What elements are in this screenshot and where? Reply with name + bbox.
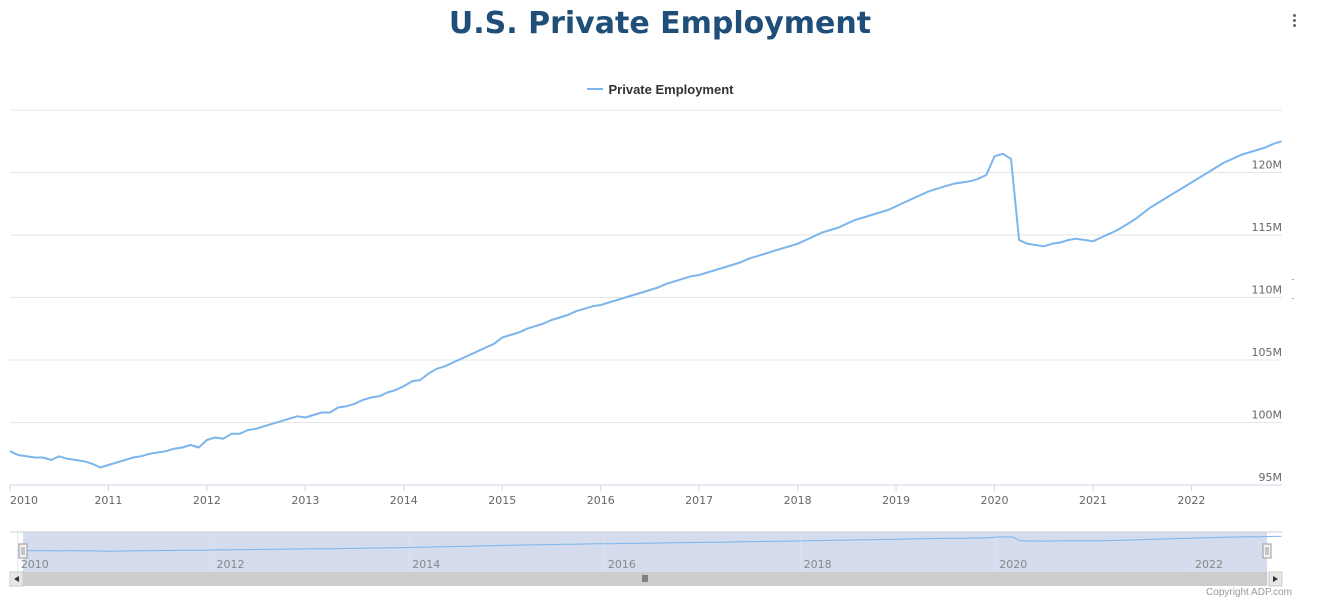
x-tick-label: 2020 [981, 494, 1009, 507]
y-tick-label: 110M [1252, 284, 1283, 297]
x-tick-label: 2018 [784, 494, 812, 507]
grid [10, 109, 1282, 486]
x-tick-label: 2016 [587, 494, 615, 507]
x-tick-label: 2015 [488, 494, 516, 507]
legend-label: Private Employment [608, 81, 734, 97]
navigator-tick-label: 2018 [804, 558, 832, 571]
arrow-left-icon [14, 576, 19, 582]
y-axis: 95M 100M 105M 110M 115M 120M [1252, 159, 1283, 485]
x-tick-label: 2017 [685, 494, 713, 507]
x-tick-label: 2010 [10, 494, 38, 507]
chart-title: U.S. Private Employment [448, 6, 872, 41]
y-tick-label: 95M [1259, 471, 1283, 484]
x-tick-label: 2019 [882, 494, 910, 507]
edge-mark [1292, 279, 1294, 280]
scrollbar-right-button[interactable] [1268, 571, 1283, 587]
navigator-tick-label: 2016 [608, 558, 636, 571]
x-tick-label: 2022 [1177, 494, 1205, 507]
legend-swatch-icon [586, 88, 603, 90]
edge-mark [1292, 298, 1294, 299]
navigator-handle-left[interactable] [18, 543, 28, 559]
navigator-tick-label: 2012 [217, 558, 245, 571]
legend-item-private-employment[interactable]: Private Employment [586, 81, 734, 97]
legend: Private Employment [0, 78, 1320, 97]
x-axis: 2010 2011 2012 2013 2014 2015 2016 2017 2018 2019… [9, 484, 1282, 507]
navigator-tick-label: 2022 [1195, 558, 1223, 571]
y-tick-label: 100M [1252, 409, 1283, 422]
scrollbar[interactable] [9, 571, 1283, 587]
series-line-private-employment[interactable] [9, 140, 1282, 469]
copyright-text: Copyright ADP.com [1206, 587, 1292, 598]
y-tick-label: 105M [1252, 346, 1283, 359]
x-tick-label: 2013 [291, 494, 319, 507]
navigator-series-line [17, 535, 1282, 552]
x-tick-label: 2021 [1079, 494, 1107, 507]
x-tick-label: 2011 [94, 494, 122, 507]
navigator-tick-label: 2014 [412, 558, 440, 571]
y-tick-label: 120M [1252, 159, 1283, 172]
scrollbar-left-button[interactable] [9, 571, 24, 587]
navigator-tick-label: 2010 [21, 558, 49, 571]
y-tick-label: 115M [1252, 221, 1283, 234]
navigator-handle-right[interactable] [1262, 543, 1272, 559]
navigator[interactable]: 2010 2012 2014 2016 2018 2020 2022 [10, 531, 1282, 572]
context-menu-icon[interactable] [1288, 12, 1300, 34]
navigator-tick-label: 2020 [999, 558, 1027, 571]
navigator-mask[interactable] [23, 532, 1267, 572]
arrow-right-icon [1273, 576, 1278, 582]
x-tick-label: 2014 [390, 494, 418, 507]
x-tick-label: 2012 [193, 494, 221, 507]
